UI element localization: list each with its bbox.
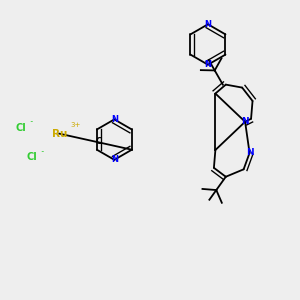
Text: -: -	[38, 147, 44, 156]
Text: N: N	[246, 148, 254, 158]
Text: N: N	[205, 20, 212, 29]
Text: 3+: 3+	[70, 122, 81, 128]
Text: N: N	[111, 155, 118, 164]
Text: Ru: Ru	[52, 129, 67, 139]
Text: Cl: Cl	[26, 152, 37, 162]
Text: N: N	[205, 60, 212, 69]
Text: N: N	[111, 115, 118, 124]
Text: N: N	[241, 117, 249, 126]
Text: Cl: Cl	[16, 123, 27, 133]
Text: -: -	[28, 117, 33, 126]
Text: C: C	[95, 137, 102, 146]
